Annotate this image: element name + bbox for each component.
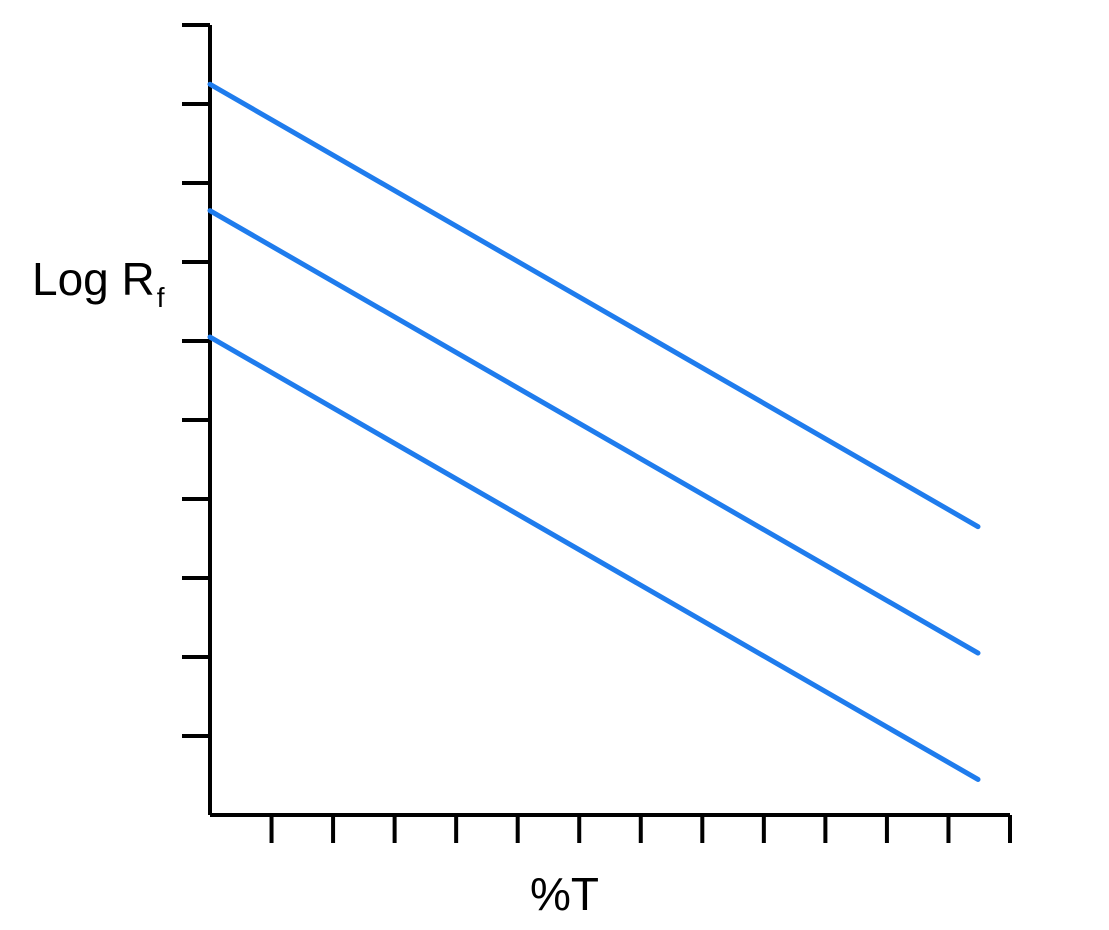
axes-layer — [210, 25, 1010, 815]
series-line-1 — [210, 84, 978, 526]
series-line-3 — [210, 337, 978, 779]
series-layer — [210, 84, 978, 779]
series-line-2 — [210, 211, 978, 653]
line-chart: Log Rf %T — [0, 0, 1109, 930]
x-axis-label: %T — [530, 868, 599, 920]
y-axis-label: Log Rf — [32, 253, 165, 313]
